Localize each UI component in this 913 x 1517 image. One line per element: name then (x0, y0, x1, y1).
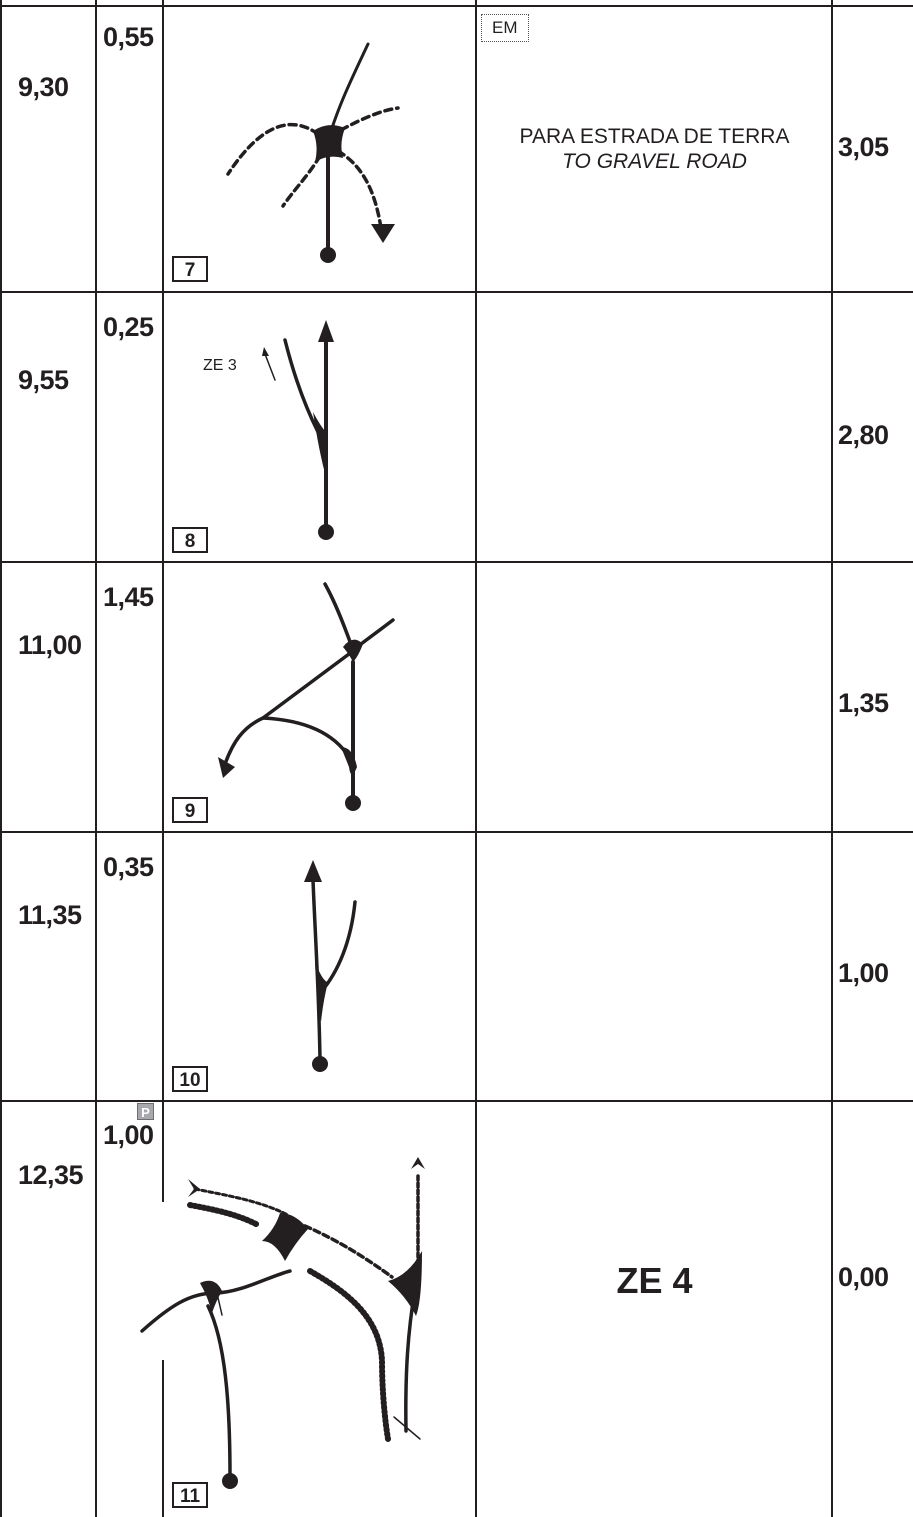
row-5-partial-distance: 1,00 (103, 1120, 154, 1150)
row-5-tulip-diagram (140, 1157, 425, 1489)
row-1-total-distance: 9,30 (18, 72, 69, 102)
row-2-total-distance: 9,55 (18, 365, 69, 395)
row-1-em-label: EM (481, 14, 529, 42)
row-1-tulip-diagram (226, 42, 400, 263)
row-3-partial-distance: 1,45 (103, 582, 154, 612)
row-5-remaining-distance: 0,00 (838, 1262, 889, 1292)
row-4-tulip-diagram (304, 860, 357, 1072)
row-1-remaining-distance: 3,05 (838, 132, 889, 162)
row-4-total-distance: 11,35 (18, 900, 82, 930)
row-2-partial-distance: 0,25 (103, 312, 154, 342)
row-1-note-portuguese: PARA ESTRADA DE TERRA (519, 125, 790, 148)
row-3-tulip-diagram (218, 582, 395, 811)
row-5-zone-label: ZE 4 (616, 1260, 693, 1301)
row-1-partial-distance: 0,55 (103, 22, 154, 52)
row-2-remaining-distance: 2,80 (838, 420, 889, 450)
row-2-zone-label: ZE 3 (203, 357, 237, 374)
row-4-partial-distance: 0,35 (103, 852, 154, 882)
row-1-tulip-number: 7 (172, 256, 208, 282)
row-1-note-english: TO GRAVEL ROAD (562, 150, 747, 173)
row-2-tulip-diagram (262, 320, 334, 540)
parking-icon: P (137, 1103, 154, 1120)
row-3-total-distance: 11,00 (18, 630, 82, 660)
row-3-tulip-number: 9 (172, 797, 208, 823)
row-4-tulip-number: 10 (172, 1066, 208, 1092)
row-2-tulip-number: 8 (172, 527, 208, 553)
row-4-remaining-distance: 1,00 (838, 958, 889, 988)
row-1-note: PARA ESTRADA DE TERRA TO GRAVEL ROAD (478, 124, 831, 174)
row-5-total-distance: 12,35 (18, 1160, 84, 1190)
row-5-tulip-number: 11 (172, 1482, 208, 1508)
row-3-remaining-distance: 1,35 (838, 688, 889, 718)
